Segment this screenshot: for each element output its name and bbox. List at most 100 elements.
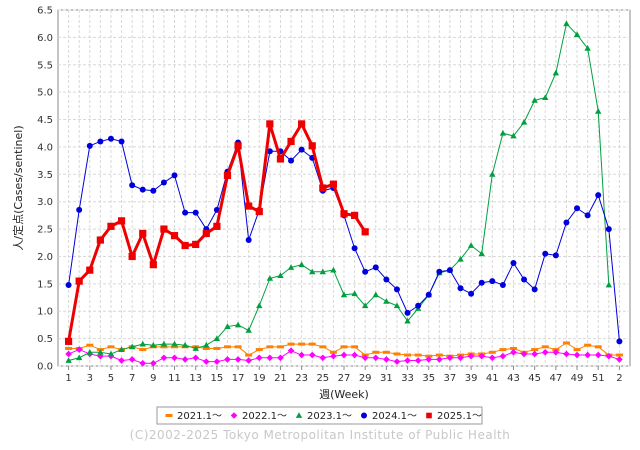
series-1 (65, 346, 623, 367)
legend-marker (295, 412, 303, 418)
legend-label: 2023.1～ (307, 411, 352, 422)
data-point (160, 354, 168, 362)
x-tick-label: 19 (253, 373, 266, 384)
x-tick-label: 37 (444, 373, 457, 384)
data-point (510, 132, 517, 139)
y-tick-label: 5.5 (37, 60, 53, 71)
data-point (128, 356, 136, 363)
data-point (541, 349, 549, 356)
data-point (404, 357, 411, 364)
data-point (393, 286, 400, 293)
x-tick-label: 39 (465, 373, 478, 384)
data-point (340, 345, 348, 349)
data-point (150, 341, 157, 348)
y-tick-label: 0.0 (37, 362, 53, 373)
y-tick-label: 2.0 (37, 252, 53, 263)
data-point (488, 350, 496, 354)
legend-marker (426, 412, 432, 419)
data-point (298, 120, 306, 128)
data-point (414, 357, 422, 364)
data-point (467, 242, 475, 248)
data-point (329, 180, 338, 188)
data-point (457, 255, 464, 262)
data-point (276, 345, 284, 349)
data-point (107, 222, 115, 230)
data-point (96, 236, 104, 244)
x-tick-label: 33 (401, 373, 414, 384)
data-point (520, 350, 528, 358)
y-axis-label: 人/定点(Cases/sentinel) (11, 125, 25, 250)
y-tick-label: 5.0 (37, 88, 53, 99)
data-point (181, 356, 189, 363)
data-point (287, 347, 295, 354)
y-tick-label: 3.5 (37, 170, 53, 181)
data-point (319, 354, 327, 362)
data-point (615, 353, 623, 357)
data-point (393, 352, 401, 356)
legend-label: 2021.1～ (177, 411, 222, 422)
y-tick-label: 6.0 (37, 33, 53, 44)
data-point (288, 157, 295, 164)
y-axis-ticks: 0.0 0.5 1.0 1.5 2.0 2.5 3.0 3.5 4.0 4.5 5.0 5.5 6.0 6… (37, 6, 53, 373)
data-point (65, 281, 72, 288)
data-point (75, 354, 83, 361)
data-point (541, 345, 549, 349)
data-point (414, 353, 422, 357)
legend-label: 2024.1～ (372, 411, 417, 422)
data-point (213, 335, 221, 342)
data-point (319, 268, 327, 275)
data-point (118, 357, 125, 364)
data-point (478, 352, 486, 360)
data-point (308, 342, 316, 346)
data-point (86, 349, 93, 355)
data-point (255, 207, 263, 216)
data-point (266, 148, 273, 155)
x-tick-label: 27 (338, 373, 351, 384)
data-point (203, 341, 210, 348)
y-tick-label: 3.0 (37, 197, 53, 208)
data-point (542, 94, 549, 101)
data-point (97, 349, 104, 355)
data-point (510, 349, 517, 356)
x-tick-label: 15 (211, 373, 224, 384)
data-point (478, 279, 485, 286)
data-point (563, 350, 570, 358)
data-point (584, 343, 592, 347)
data-point (118, 346, 125, 352)
data-point (563, 20, 570, 27)
series-layer (64, 20, 623, 367)
data-point (128, 343, 136, 350)
data-point (340, 291, 348, 298)
data-point (309, 268, 316, 275)
data-point (266, 345, 274, 349)
data-point (425, 291, 432, 298)
data-point (404, 309, 411, 316)
data-point (594, 345, 602, 349)
x-tick-label: 7 (129, 373, 135, 384)
data-point (531, 97, 538, 103)
data-point (266, 120, 274, 128)
data-point (521, 276, 528, 283)
data-point (245, 353, 253, 357)
y-tick-label: 4.5 (37, 115, 53, 126)
data-point (277, 354, 284, 362)
data-point (340, 351, 348, 359)
data-point (64, 337, 73, 345)
data-point (383, 298, 390, 304)
data-point (170, 232, 179, 240)
data-point (350, 211, 359, 219)
data-point (276, 155, 285, 163)
data-point (287, 137, 295, 146)
data-point (457, 354, 464, 362)
data-point (595, 108, 602, 114)
data-point (65, 346, 73, 350)
data-point (308, 351, 316, 359)
data-point (160, 225, 168, 233)
data-point (266, 354, 274, 362)
data-point (287, 342, 295, 346)
data-point (393, 358, 401, 365)
data-point (319, 345, 327, 349)
data-point (181, 341, 189, 348)
data-point (192, 345, 199, 351)
data-point (468, 290, 475, 297)
